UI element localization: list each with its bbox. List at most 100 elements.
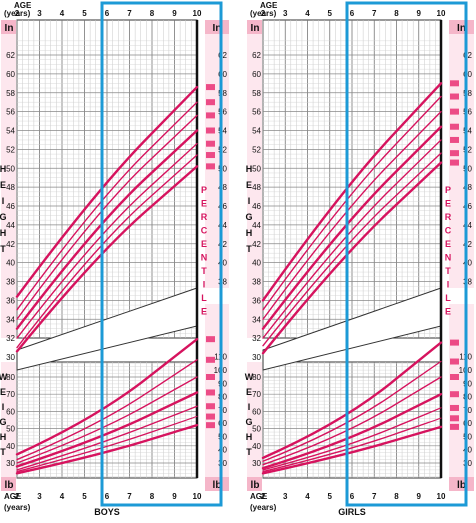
height-tick-label-left: 62 (6, 51, 15, 60)
percentile-marker (206, 403, 215, 410)
weight-percentile-curve (15, 391, 199, 468)
right-height-band (205, 34, 229, 288)
weight-percentile-curve (15, 423, 199, 475)
percentile-letter: N (445, 253, 452, 263)
age-tick-bottom: 6 (350, 492, 355, 501)
height-tick-label-left: 52 (252, 145, 261, 154)
height-axis-letter: E (246, 180, 252, 190)
weight-percentile-curve (262, 360, 442, 462)
weight-tick-label-right: 40 (463, 446, 472, 455)
weight-percentile-curve (15, 337, 199, 456)
height-tick-label-left: 48 (252, 183, 261, 192)
in-header-left (247, 20, 262, 34)
in-header-right (449, 20, 474, 34)
height-tick-label-left: 62 (252, 51, 261, 60)
height-axis-letter: T (246, 244, 252, 254)
years-label-top: (years) (250, 9, 277, 18)
age-tick-bottom: 9 (172, 492, 177, 501)
percentile-marker (450, 123, 459, 130)
age-tick-bottom: 7 (372, 492, 377, 501)
weight-percentile-curve (262, 376, 442, 466)
height-tick-label-left: 32 (6, 334, 15, 343)
weight-percentile-curve (16, 405, 198, 471)
age-tick-bottom: 8 (150, 492, 155, 501)
percentile-marker (206, 422, 215, 429)
percentile-letter: E (445, 307, 451, 317)
height-percentile-curve (15, 85, 199, 298)
height-tick-label-left: 40 (252, 259, 261, 268)
height-tick-label-left: 44 (6, 221, 15, 230)
percentile-marker (450, 136, 459, 143)
height-tick-label-left: 40 (6, 259, 15, 268)
weight-tick-label-left: 40 (252, 442, 261, 451)
age-tick-top: 5 (82, 9, 87, 18)
weight-percentile-curve (16, 376, 198, 464)
height-percentile-curve (16, 101, 198, 311)
in-label-right: In (213, 23, 222, 34)
height-tick-label-left: 44 (252, 221, 261, 230)
left-height-band (247, 34, 262, 338)
weight-tick-label-left: 30 (252, 459, 261, 468)
age-tick-top: 7 (372, 9, 377, 18)
height-axis-letter: E (0, 180, 6, 190)
height-tick-label-right: 38 (218, 278, 227, 287)
weight-tick-label-right: 60 (218, 419, 227, 428)
lb-label-left: lb (251, 480, 260, 491)
age-tick-top: 2 (15, 9, 20, 18)
height-percentile-curve (261, 125, 443, 330)
height-tick-label-right: 52 (218, 145, 227, 154)
age-tick-top: 3 (37, 9, 42, 18)
height-tick-label-right: 56 (218, 108, 227, 117)
height-tick-label-left: 46 (252, 202, 261, 211)
height-tick-label-left: 38 (252, 278, 261, 287)
age-tick-top: 4 (305, 9, 310, 18)
height-axis-letter: T (0, 244, 6, 254)
weight-tick-label-left: 60 (6, 407, 15, 416)
weight-axis-letter: E (0, 387, 6, 397)
height-tick-label-left: 30 (6, 353, 15, 362)
age-tick-top: 10 (193, 9, 202, 18)
chart-title: GIRLS (338, 507, 366, 517)
percentile-letter: C (445, 226, 452, 236)
in-label-left: In (251, 23, 260, 34)
percentile-letter: I (447, 280, 450, 290)
weight-axis-letter: G (0, 417, 7, 427)
height-tick-label-right: 60 (463, 70, 472, 79)
percentile-marker (206, 152, 215, 159)
percentile-marker (206, 127, 215, 134)
height-percentile-curve (261, 161, 443, 355)
percentile-marker (206, 374, 215, 380)
percentile-letter: R (445, 212, 452, 222)
weight-tick-label-left: 50 (6, 425, 15, 434)
weight-tick-label-right: 70 (218, 406, 227, 415)
height-tick-label-right: 38 (463, 278, 472, 287)
height-tick-label-right: 58 (463, 89, 472, 98)
age-tick-bottom: 5 (328, 492, 333, 501)
weight-tick-label-right: 50 (463, 432, 472, 441)
age-label-bottom: AGE (250, 492, 268, 501)
height-tick-label-right: 58 (218, 89, 227, 98)
age-tick-top: 3 (283, 9, 288, 18)
lb-label-left: lb (5, 480, 14, 491)
percentile-marker (450, 150, 459, 157)
weight-percentile-curve (16, 359, 198, 461)
percentile-marker (206, 112, 215, 119)
height-tick-label-right: 62 (463, 51, 472, 60)
height-tick-label-right: 50 (463, 164, 472, 173)
age-tick-bottom: 5 (82, 492, 87, 501)
weight-tick-label-left: 80 (6, 373, 15, 382)
lb-footer-right (449, 477, 474, 491)
weight-axis-letter: E (246, 387, 252, 397)
height-percentile-curve (262, 152, 442, 347)
age-tick-top: 6 (350, 9, 355, 18)
weight-tick-label-right: 30 (463, 459, 472, 468)
percentile-marker (450, 159, 459, 166)
height-tick-label-right: 40 (218, 259, 227, 268)
height-tick-label-left: 34 (6, 315, 15, 324)
age-tick-top: 5 (328, 9, 333, 18)
in-header-right (205, 20, 229, 34)
weight-axis-letter: I (2, 402, 5, 412)
in-label-right: In (457, 23, 466, 34)
percentile-marker (450, 80, 459, 87)
